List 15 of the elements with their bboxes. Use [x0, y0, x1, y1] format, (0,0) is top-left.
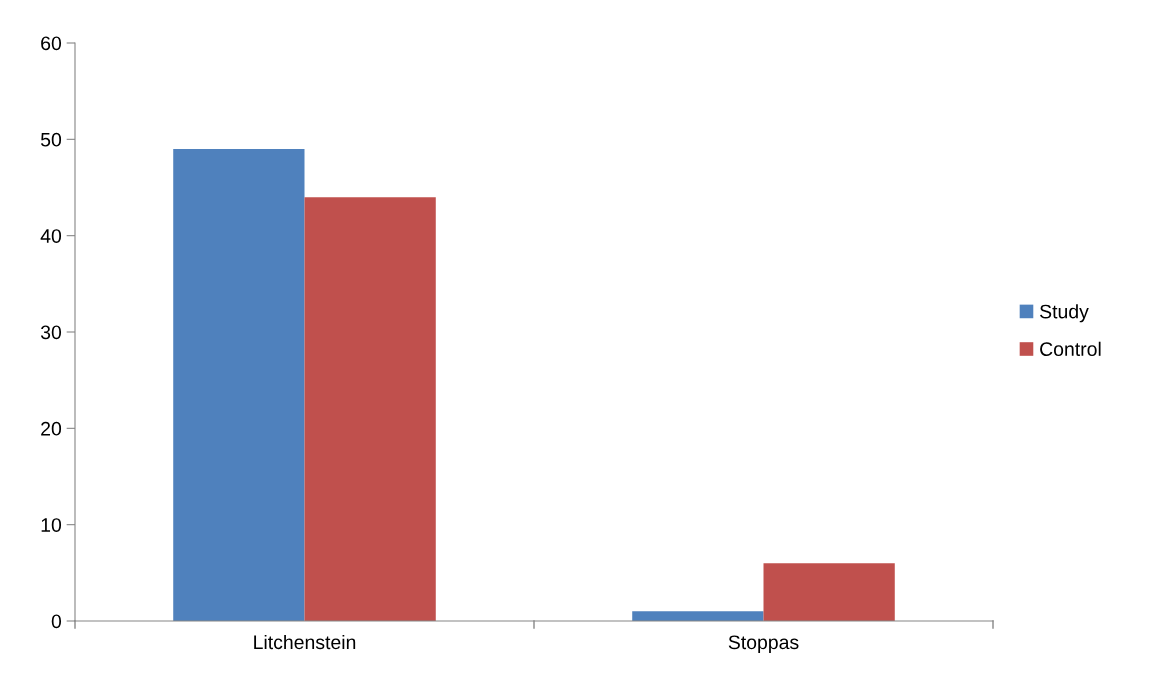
y-tick-label: 10 — [41, 518, 62, 532]
y-tick-label: 0 — [51, 614, 62, 629]
x-tick-label: Stoppas — [728, 635, 799, 654]
bar — [763, 563, 895, 621]
bar — [173, 148, 305, 621]
y-tick-label: 60 — [41, 36, 62, 51]
legend-label: Study — [1040, 304, 1089, 323]
bar — [304, 197, 436, 621]
bar — [632, 611, 764, 621]
legend-label: Control — [1040, 341, 1101, 356]
y-tick-label: 20 — [41, 421, 62, 436]
y-tick-label: 40 — [40, 229, 62, 243]
y-tick-label: 30 — [40, 325, 62, 340]
y-tick-label: 50 — [40, 132, 62, 147]
x-tick-label: Litchenstein — [254, 634, 356, 650]
